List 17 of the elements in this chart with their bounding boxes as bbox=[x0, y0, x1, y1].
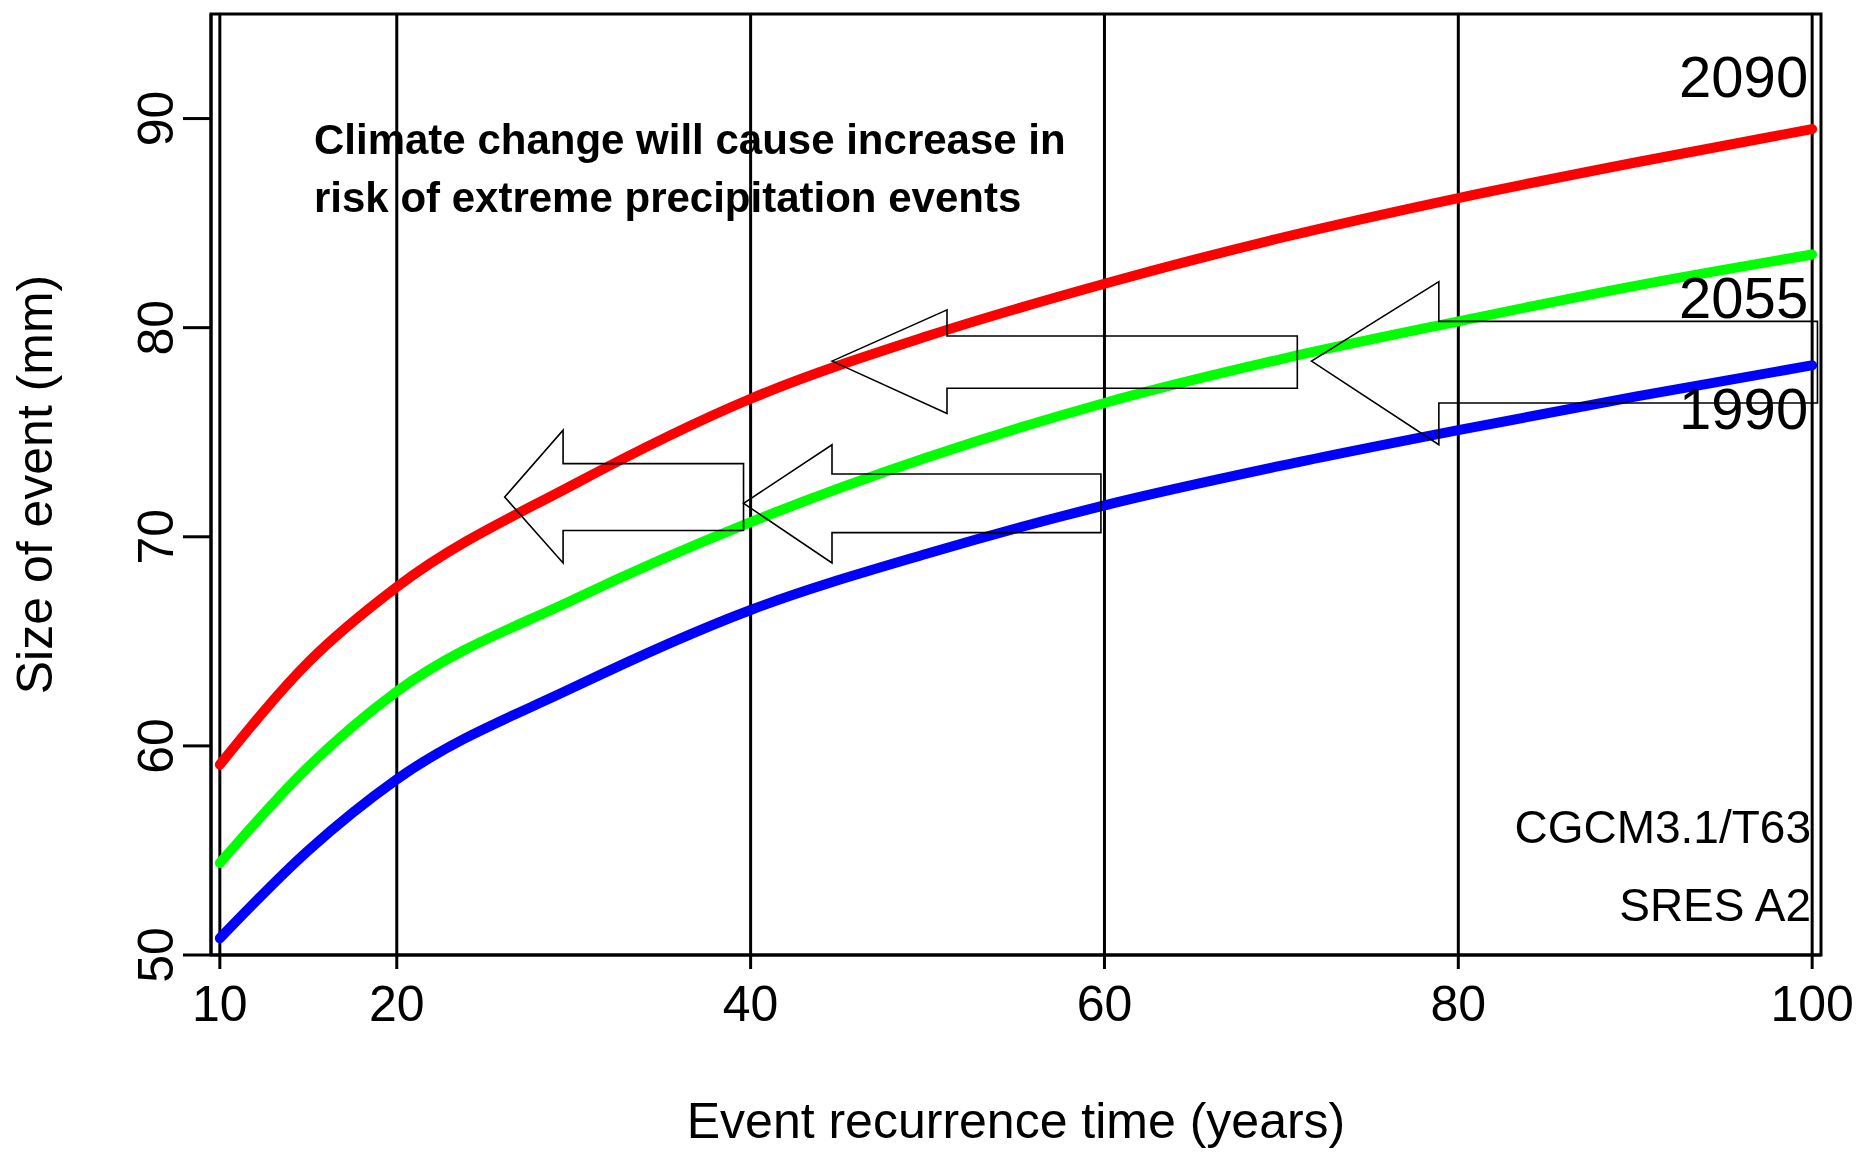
y-axis-title: Size of event (mm) bbox=[7, 274, 63, 695]
x-tick-label: 20 bbox=[368, 976, 425, 1032]
series-label: 2055 bbox=[1679, 265, 1809, 331]
x-tick-label: 60 bbox=[1076, 976, 1133, 1032]
annotation: CGCM3.1/T63 bbox=[1514, 801, 1811, 853]
y-tick-label: 60 bbox=[128, 718, 184, 774]
series-label: 2090 bbox=[1679, 44, 1809, 110]
y-tick-label: 80 bbox=[128, 299, 184, 356]
y-tick-label: 50 bbox=[128, 927, 184, 983]
x-tick-label: 100 bbox=[1770, 976, 1854, 1032]
x-tick-label: 10 bbox=[192, 976, 248, 1032]
annotation: SRES A2 bbox=[1619, 879, 1811, 931]
x-tick-label: 80 bbox=[1430, 976, 1487, 1032]
x-axis-title: Event recurrence time (years) bbox=[686, 1093, 1346, 1149]
y-tick-label: 70 bbox=[128, 508, 184, 565]
x-tick-label: 40 bbox=[722, 976, 779, 1032]
y-tick-label: 90 bbox=[128, 90, 184, 147]
